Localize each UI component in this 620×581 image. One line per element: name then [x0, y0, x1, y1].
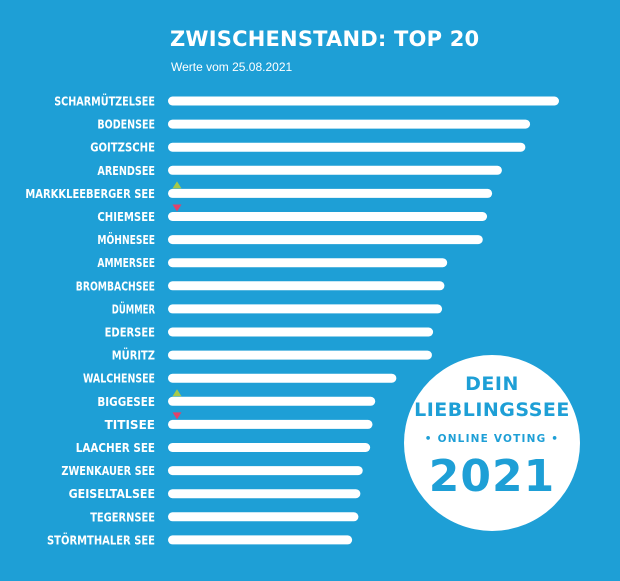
- category-label: TEGERNSEE: [90, 510, 155, 524]
- trend-down-icon: [172, 412, 182, 420]
- bar: [168, 142, 526, 152]
- category-label: MÖHNESEE: [97, 232, 155, 247]
- badge-line-dein: DEIN: [465, 373, 519, 395]
- chart-title: ZWISCHENSTAND: TOP 20: [170, 27, 480, 51]
- badge-line-online-voting: • ONLINE VOTING •: [424, 433, 560, 445]
- bar: [168, 258, 448, 268]
- category-label: LAACHER SEE: [76, 441, 155, 455]
- bar: [168, 350, 432, 360]
- bar: [168, 96, 559, 106]
- trend-up-icon: [172, 389, 182, 397]
- category-label: SCHARMÜTZELSEE: [54, 94, 155, 109]
- category-label: BROMBACHSEE: [76, 279, 155, 293]
- category-label: BODENSEE: [97, 118, 155, 132]
- bar: [168, 235, 483, 245]
- category-label: ZWENKAUER SEE: [61, 464, 155, 478]
- bar: [168, 281, 445, 291]
- category-label: AMMERSEE: [97, 256, 155, 270]
- category-label: ARENDSEE: [97, 164, 155, 178]
- category-label: WALCHENSEE: [83, 372, 155, 386]
- trend-down-icon: [172, 204, 182, 212]
- trend-up-icon: [172, 181, 182, 189]
- category-label: CHIEMSEE: [97, 210, 155, 224]
- bar: [168, 327, 434, 337]
- badge-line-lieblingssee: LIEBLINGSSEE: [414, 399, 570, 421]
- category-label: GEISELTALSEE: [69, 487, 155, 501]
- chart-subtitle: Werte vom 25.08.2021: [171, 60, 293, 74]
- bar: [168, 419, 373, 429]
- category-label: DÜMMER: [112, 301, 156, 316]
- bar: [168, 165, 502, 175]
- bar: [168, 188, 493, 198]
- category-label: STÖRMTHALER SEE: [47, 532, 155, 547]
- category-label: EDERSEE: [105, 326, 155, 340]
- bar: [168, 512, 359, 522]
- bar: [168, 396, 376, 406]
- bar: [168, 119, 531, 129]
- category-label: MARKKLEEBERGER SEE: [25, 187, 155, 201]
- badge-year: 2021: [428, 451, 556, 502]
- bar: [168, 212, 488, 221]
- bar: [168, 489, 361, 499]
- bar: [168, 466, 363, 476]
- voting-badge: DEIN LIEBLINGSSEE • ONLINE VOTING • 2021: [404, 355, 580, 531]
- category-label: BIGGESEE: [97, 395, 155, 409]
- bar: [168, 304, 443, 314]
- bar: [168, 535, 353, 545]
- category-label: MÜRITZ: [112, 348, 155, 363]
- category-label: TITISEE: [105, 418, 155, 432]
- bar: [168, 373, 397, 383]
- category-label: GOITZSCHE: [90, 141, 155, 155]
- bar: [168, 443, 371, 452]
